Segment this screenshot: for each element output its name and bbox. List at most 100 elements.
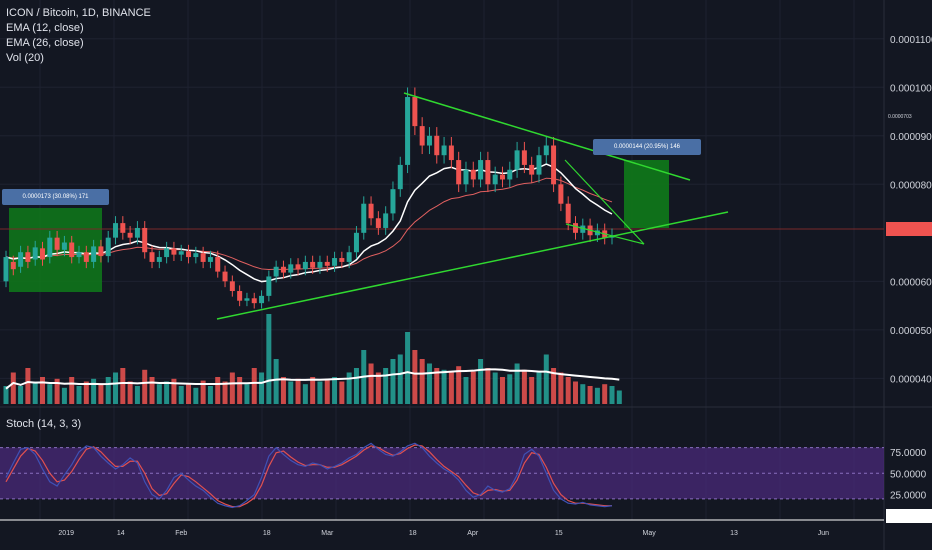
candle-body <box>492 174 498 185</box>
candle-body <box>499 174 505 180</box>
candle-body <box>40 248 46 260</box>
volume-bar <box>10 372 16 404</box>
candle-body <box>149 252 155 262</box>
candle-body <box>572 223 578 233</box>
volume-bar <box>40 377 46 404</box>
long-position-box-2 <box>624 160 669 228</box>
candle-body <box>259 295 265 304</box>
candle-body <box>200 253 206 262</box>
time-axis-label: 18 <box>263 530 271 537</box>
volume-bar <box>259 372 265 404</box>
candle-body <box>215 257 221 272</box>
candle-body <box>580 225 586 233</box>
volume-bar <box>127 381 133 404</box>
candle-body <box>470 169 476 180</box>
candle-body <box>353 232 359 253</box>
long-position-label-2[interactable]: 0.0000144 (20.95%) 146 <box>593 139 701 155</box>
candle-body <box>288 264 294 273</box>
candle-body <box>426 135 432 146</box>
volume-bar <box>273 359 279 404</box>
candle-body <box>18 252 24 267</box>
time-axis-label: Feb <box>175 530 187 537</box>
small-price-annotation: 0.0000703 <box>888 114 912 120</box>
volume-bar <box>572 381 578 404</box>
ema26-label[interactable]: EMA (26, close) <box>6 37 84 49</box>
candle-body <box>229 281 235 292</box>
candle-body <box>405 97 411 165</box>
volume-bar <box>200 380 206 404</box>
ema12-label[interactable]: EMA (12, close) <box>6 22 84 34</box>
time-axis-label: 15 <box>555 530 563 537</box>
volume-ma-line <box>5 368 620 390</box>
stoch-legend[interactable]: Stoch (14, 3, 3) <box>6 418 82 430</box>
volume-bar <box>244 384 250 404</box>
volume-bar <box>222 381 228 404</box>
time-axis-label: 13 <box>730 530 738 537</box>
candle-body <box>514 150 520 170</box>
candle-body <box>127 232 133 238</box>
candle-body <box>91 246 97 262</box>
volume-bar <box>76 386 82 404</box>
volume-bar <box>237 377 243 404</box>
symbol-title[interactable]: ICON / Bitcoin, 1D, BINANCE <box>6 7 151 19</box>
candle-body <box>375 218 381 228</box>
volume-bar <box>485 368 491 404</box>
long-position-label-1[interactable]: 0.0000173 (30.08%) 171 <box>2 189 109 205</box>
wedge-upper-line <box>564 159 645 245</box>
volume-label[interactable]: Vol (20) <box>6 52 44 64</box>
candle-body <box>536 155 542 175</box>
volume-bar <box>98 384 104 404</box>
stoch-axis-label: 75.0000 <box>890 448 927 459</box>
volume-bar <box>215 377 221 404</box>
candle-body <box>529 164 535 175</box>
price-axis-label: 0.0001100 <box>890 35 932 46</box>
time-axis-label: 2019 <box>58 530 74 537</box>
candle-body <box>558 184 564 204</box>
volume-bar <box>448 372 454 404</box>
candle-body <box>222 271 228 282</box>
candle-body <box>193 253 199 258</box>
candle-body <box>543 145 549 156</box>
candle-body <box>456 160 462 185</box>
candle-body <box>485 160 491 185</box>
candle-body <box>76 252 82 258</box>
volume-bar <box>463 377 469 404</box>
support-trendline <box>216 211 729 320</box>
stoch-band <box>0 447 884 499</box>
candle-body <box>339 258 345 262</box>
candle-body <box>105 237 111 257</box>
candle-body <box>346 252 352 262</box>
volume-bar <box>164 381 170 404</box>
candle-body <box>390 189 396 214</box>
time-axis-label: 18 <box>409 530 417 537</box>
volume-bar <box>616 390 622 404</box>
volume-bar <box>426 363 432 404</box>
volume-bar <box>302 384 308 404</box>
volume-bar <box>317 381 323 404</box>
candle-body <box>98 246 104 257</box>
candle-body <box>434 135 440 156</box>
volume-bar <box>134 386 140 404</box>
time-axis-label: May <box>643 530 657 537</box>
candle-body <box>244 298 250 301</box>
volume-bar <box>492 372 498 404</box>
chart-legend: ICON / Bitcoin, 1D, BINANCE EMA (12, clo… <box>6 6 151 66</box>
volume-bar <box>149 377 155 404</box>
candle-body <box>47 237 53 258</box>
candle-body <box>156 257 162 262</box>
volume-bar <box>83 381 89 404</box>
candle-body <box>565 203 571 224</box>
volume-bar <box>412 350 418 404</box>
candle-body <box>448 145 454 161</box>
candle-body <box>171 248 177 255</box>
time-axis-label: Mar <box>321 530 334 537</box>
candle-body <box>478 160 484 180</box>
volume-bar <box>324 378 330 404</box>
volume-bar <box>521 369 527 404</box>
volume-bar <box>456 366 462 404</box>
